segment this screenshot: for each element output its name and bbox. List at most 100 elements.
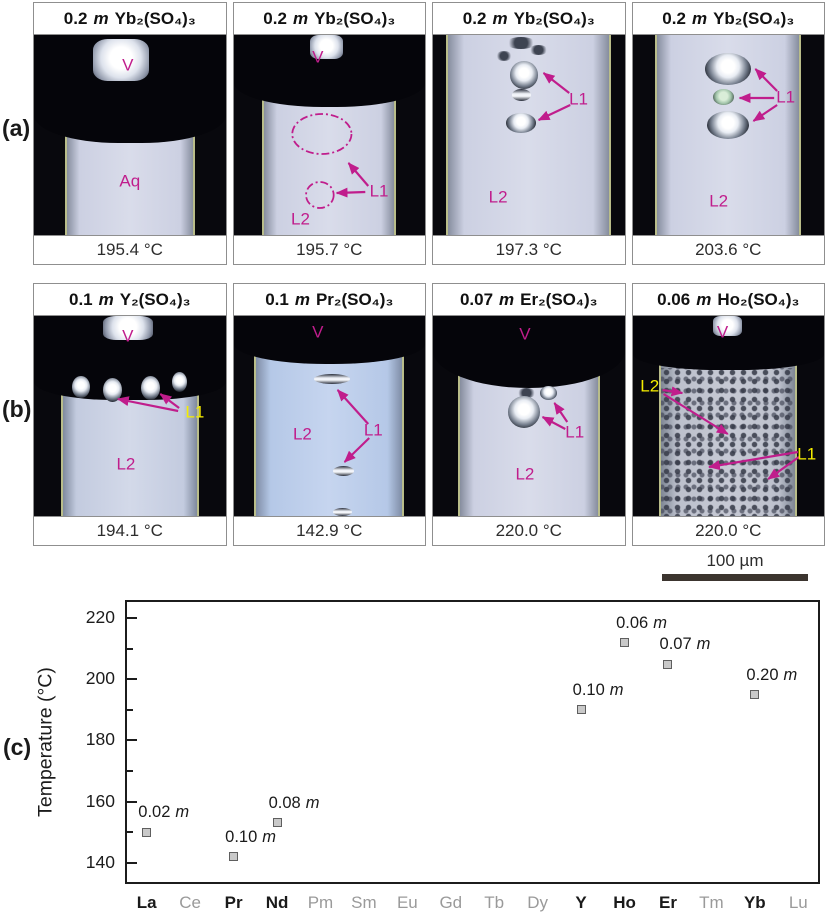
point-label: 0.02 m — [119, 803, 209, 822]
liquid2-label: L2 — [116, 454, 136, 474]
panel-temperature: 220.0 °C — [433, 516, 625, 545]
liquid1-label: L1 — [369, 181, 389, 201]
panel-temperature: 195.7 °C — [233, 235, 425, 264]
panel-a-label: (a) — [2, 115, 31, 141]
chart-point — [272, 818, 282, 828]
y-tick — [127, 739, 137, 742]
panel-b2: 0.1 m Pr₂(SO₄)₃ V L1 L2 142.9 °C — [232, 283, 426, 546]
micrograph-image: V L2 L1 — [632, 316, 824, 516]
vapor-meniscus — [433, 316, 625, 388]
arrow — [116, 396, 179, 413]
arrow — [541, 416, 566, 430]
point-unit: m — [653, 613, 667, 632]
point-conc: 0.10 — [572, 680, 605, 699]
micrograph-image: V L1 L2 — [233, 316, 425, 516]
panel-title: 0.1 m Pr₂(SO₄)₃ — [233, 284, 425, 316]
arrow — [347, 162, 369, 187]
chart-point — [663, 659, 673, 669]
molality-unit: m — [294, 289, 310, 309]
point-label: 0.10 m — [553, 681, 643, 700]
x-category-label: Nd — [265, 893, 289, 912]
chart-point — [576, 705, 586, 715]
l1-droplet — [707, 111, 750, 139]
x-category-label: Pr — [224, 893, 243, 912]
y-tick-label: 140 — [85, 851, 115, 872]
vapor-label: V — [122, 55, 134, 75]
y-tick-label: 220 — [85, 607, 115, 628]
arrow — [537, 104, 571, 121]
arrow — [553, 402, 569, 423]
panel-title: 0.2 m Yb₂(SO₄)₃ — [34, 3, 226, 35]
vapor-bubble — [93, 39, 149, 81]
scale-bar: 100 µm — [662, 551, 808, 581]
panel-a1: 0.2 m Yb₂(SO₄)₃ V Aq 195.4 °C — [33, 2, 227, 265]
molality-unit: m — [93, 8, 109, 28]
panel-temperature: 197.3 °C — [433, 235, 625, 264]
y-tick-label: 180 — [85, 729, 115, 750]
x-category-label: Y — [575, 893, 587, 912]
panel-title: 0.1 m Y₂(SO₄)₃ — [34, 284, 226, 316]
salt-formula: Pr₂(SO₄)₃ — [315, 289, 394, 309]
annotation-arrows — [661, 386, 799, 480]
l1-droplet-small — [540, 386, 558, 400]
chart-point — [229, 852, 239, 862]
scale-bar-line — [662, 574, 808, 581]
annotation-arrows — [541, 402, 569, 430]
x-category-label: Sm — [351, 893, 377, 912]
panel-b3: 0.07 m Er₂(SO₄)₃ V L1 L2 220.0 °C — [432, 283, 626, 546]
droplet-smudge — [505, 37, 537, 49]
concentration: 0.06 — [657, 289, 691, 309]
point-unit: m — [783, 665, 798, 684]
liquid2-label: L2 — [640, 376, 660, 396]
y-tick — [127, 861, 137, 864]
concentration: 0.1 — [68, 289, 93, 309]
panel-c-label: (c) — [3, 734, 32, 760]
x-category-label: Lu — [788, 893, 808, 912]
concentration: 0.2 — [63, 8, 88, 28]
y-minor-tick — [127, 647, 133, 650]
point-conc: 0.10 — [225, 827, 258, 846]
liquid2-label: L2 — [488, 187, 508, 207]
y-axis-label: Temperature (°C) — [34, 667, 57, 817]
annotation-arrows — [336, 389, 370, 463]
vapor-label: V — [122, 326, 134, 346]
arrow — [343, 437, 370, 463]
l1-droplet — [705, 53, 752, 85]
y-tick-label: 200 — [85, 668, 115, 689]
point-label: 0.08 m — [249, 794, 339, 813]
liquid2-label: L2 — [515, 464, 535, 484]
molality-unit: m — [492, 8, 508, 28]
droplet-smudge — [528, 45, 548, 55]
vapor-bubble — [310, 35, 343, 59]
molality-unit: m — [98, 289, 114, 309]
salt-formula: Er₂(SO₄)₃ — [520, 289, 598, 309]
arrow — [766, 456, 799, 480]
vapor-label: V — [716, 322, 729, 342]
point-label: 0.20 m — [727, 666, 817, 685]
liquid1-label: L1 — [185, 402, 205, 422]
dashed-ellipse-l1 — [290, 113, 352, 155]
molality-unit: m — [292, 8, 309, 28]
molality-unit: m — [691, 8, 708, 28]
salt-formula: Yb₂(SO₄)₃ — [314, 8, 396, 28]
point-conc: 0.08 — [268, 793, 301, 812]
point-conc: 0.20 — [746, 665, 779, 684]
arrow — [752, 104, 778, 122]
y-minor-tick — [127, 708, 133, 711]
panel-temperature: 194.1 °C — [34, 516, 226, 545]
annotation-arrows — [290, 113, 369, 209]
l1-droplet — [333, 466, 355, 476]
droplet-smudge — [496, 51, 512, 61]
panel-a3: 0.2 m Yb₂(SO₄)₃ L1 L2 197.3 °C — [432, 2, 626, 265]
panel-b4: 0.06 m Ho₂(SO₄)₃ V L2 L1 220.0 °C — [631, 283, 825, 546]
dashed-circle-l1 — [304, 181, 335, 209]
arrow — [159, 393, 180, 409]
l1-droplet — [102, 378, 123, 402]
annotation-arrows — [116, 393, 180, 413]
liquid2-label: L2 — [292, 424, 312, 444]
panel-temperature: 195.4 °C — [34, 235, 226, 264]
y-tick-label: 160 — [85, 790, 115, 811]
l1-droplet-small — [511, 89, 531, 101]
x-category-label: Gd — [439, 893, 463, 912]
x-category-label: Yb — [743, 893, 766, 912]
